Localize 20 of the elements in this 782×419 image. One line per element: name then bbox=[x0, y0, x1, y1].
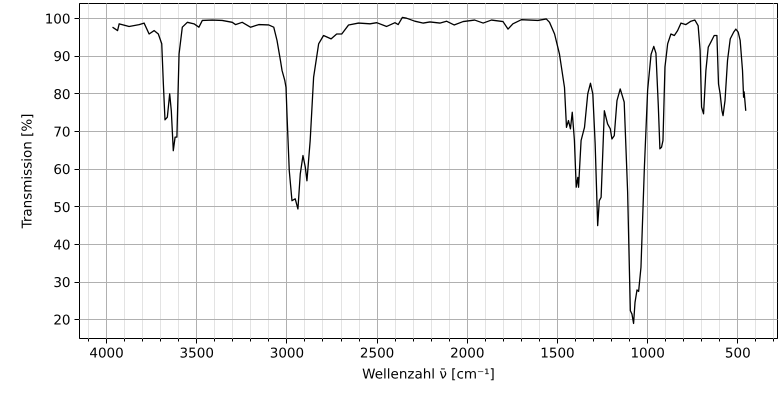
x-axis-title: Wellenzahl ν̄ [cm⁻¹] bbox=[362, 366, 495, 382]
y-tick-label: 70 bbox=[53, 124, 71, 140]
y-axis-title: Transmission [%] bbox=[20, 114, 36, 230]
y-tick-label: 30 bbox=[53, 275, 71, 292]
y-tick-label: 40 bbox=[53, 237, 71, 254]
x-tick-label: 4000 bbox=[89, 346, 124, 362]
y-tick-label: 60 bbox=[53, 162, 71, 178]
y-tick-label: 100 bbox=[44, 12, 71, 28]
y-tick-label: 80 bbox=[53, 86, 71, 103]
y-tick-label: 50 bbox=[53, 200, 71, 216]
y-tick-label: 90 bbox=[53, 49, 71, 66]
x-tick-label: 3000 bbox=[270, 346, 304, 362]
x-tick-label: 1500 bbox=[540, 346, 575, 362]
y-tick-label: 20 bbox=[53, 312, 71, 329]
x-tick-label: 1000 bbox=[630, 346, 665, 362]
x-tick-label: 2500 bbox=[360, 346, 394, 362]
x-tick-label: 3500 bbox=[180, 346, 214, 362]
line-series bbox=[112, 16, 746, 324]
x-tick-label: 500 bbox=[724, 346, 751, 362]
x-tick-label: 2000 bbox=[450, 346, 484, 362]
